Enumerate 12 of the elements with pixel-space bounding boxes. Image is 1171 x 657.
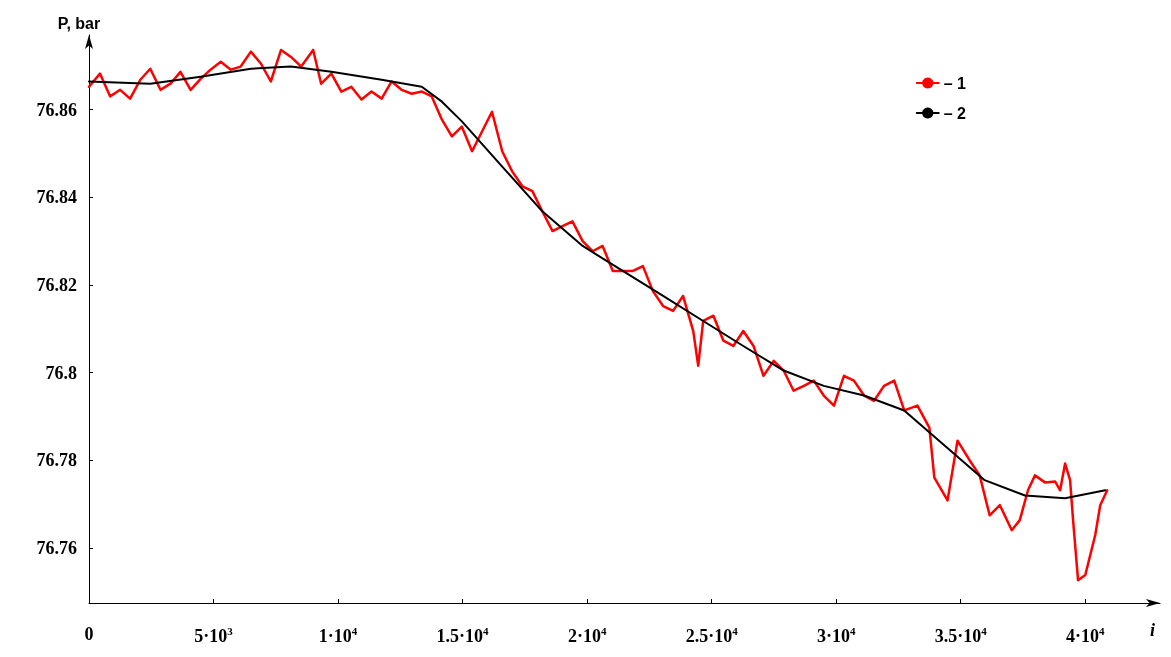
x-axis-title: i <box>1150 620 1156 640</box>
line-series <box>87 48 1109 582</box>
y-tick-label: 76.78 <box>36 450 77 471</box>
y-axis-title: P, bar <box>57 14 101 32</box>
y-tick-label: 76.76 <box>36 538 77 559</box>
legend-label: – 2 <box>943 104 967 122</box>
y-tick-label: 76.86 <box>36 99 77 120</box>
y-tick-label: 76.8 <box>45 362 77 383</box>
legend-label: – 1 <box>943 74 967 92</box>
x-tick-label: 0 <box>84 624 94 644</box>
y-tick-label: 76.84 <box>36 187 77 208</box>
y-tick-label: 76.82 <box>36 275 77 296</box>
